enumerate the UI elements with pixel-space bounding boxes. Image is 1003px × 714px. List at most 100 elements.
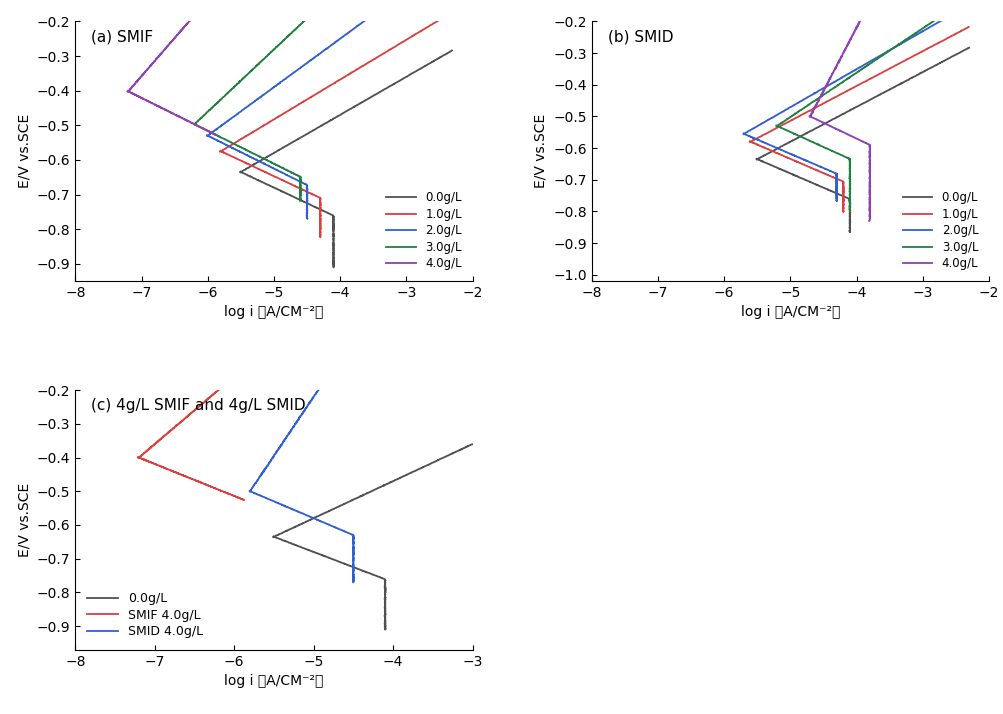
SMIF 4.0g/L xyxy=(192,403,204,412)
1.0g/L xyxy=(827,94,840,102)
Text: (a) SMIF: (a) SMIF xyxy=(91,29,153,44)
X-axis label: log i （A/CM⁻²）: log i （A/CM⁻²） xyxy=(740,306,840,319)
Legend: 0.0g/L, 1.0g/L, 2.0g/L, 3.0g/L, 4.0g/L: 0.0g/L, 1.0g/L, 2.0g/L, 3.0g/L, 4.0g/L xyxy=(381,186,466,275)
SMID 4.0g/L xyxy=(309,391,321,399)
0.0g/L xyxy=(413,465,425,473)
4.0g/L xyxy=(196,2,208,11)
0.0g/L xyxy=(770,144,782,153)
2.0g/L xyxy=(201,131,213,140)
0.0g/L xyxy=(801,128,813,136)
1.0g/L xyxy=(351,65,363,74)
2.0g/L xyxy=(381,0,393,9)
3.0g/L xyxy=(881,48,893,56)
4.0g/L xyxy=(838,46,850,55)
3.0g/L xyxy=(769,122,781,131)
Line: 2.0g/L: 2.0g/L xyxy=(743,9,962,134)
0.0g/L xyxy=(242,164,254,173)
3.0g/L xyxy=(949,2,961,11)
3.0g/L xyxy=(189,120,201,129)
0.0g/L xyxy=(388,476,400,485)
SMIF 4.0g/L xyxy=(232,369,244,378)
3.0g/L xyxy=(818,89,830,98)
2.0g/L xyxy=(762,115,774,124)
0.0g/L xyxy=(269,532,281,540)
SMIF 4.0g/L xyxy=(214,384,226,393)
1.0g/L xyxy=(847,84,859,92)
SMID 4.0g/L xyxy=(244,488,256,496)
0.0g/L xyxy=(267,533,279,541)
4.0g/L xyxy=(158,46,171,54)
X-axis label: log i （A/CM⁻²）: log i （A/CM⁻²） xyxy=(224,674,323,688)
X-axis label: log i （A/CM⁻²）: log i （A/CM⁻²） xyxy=(224,306,323,319)
SMIF 4.0g/L xyxy=(180,413,192,422)
Line: SMIF 4.0g/L: SMIF 4.0g/L xyxy=(138,373,238,458)
1.0g/L xyxy=(214,147,226,156)
2.0g/L xyxy=(287,69,299,78)
0.0g/L xyxy=(893,80,905,89)
3.0g/L xyxy=(316,0,328,9)
0.0g/L xyxy=(935,58,947,66)
Line: 0.0g/L: 0.0g/L xyxy=(756,48,968,159)
4.0g/L xyxy=(860,4,872,13)
3.0g/L xyxy=(257,55,269,64)
Y-axis label: E/V vs.SCE: E/V vs.SCE xyxy=(17,483,31,557)
4.0g/L xyxy=(831,59,844,68)
2.0g/L xyxy=(904,34,916,43)
3.0g/L xyxy=(799,102,811,111)
4.0g/L xyxy=(862,1,874,10)
1.0g/L xyxy=(823,96,835,104)
0.0g/L xyxy=(445,46,457,55)
2.0g/L xyxy=(298,61,310,69)
1.0g/L xyxy=(406,31,418,40)
4.0g/L xyxy=(162,40,175,49)
4.0g/L xyxy=(803,112,815,121)
0.0g/L xyxy=(266,150,278,159)
4.0g/L xyxy=(830,60,843,69)
1.0g/L xyxy=(743,138,755,146)
0.0g/L xyxy=(305,127,317,136)
4.0g/L xyxy=(834,52,847,61)
3.0g/L xyxy=(313,3,325,11)
SMIF 4.0g/L xyxy=(180,413,192,421)
2.0g/L xyxy=(939,14,951,23)
Line: 2.0g/L: 2.0g/L xyxy=(207,4,387,136)
2.0g/L xyxy=(288,69,300,77)
Line: 1.0g/L: 1.0g/L xyxy=(220,20,438,151)
Line: 3.0g/L: 3.0g/L xyxy=(194,4,322,124)
1.0g/L xyxy=(386,44,398,52)
3.0g/L xyxy=(905,31,917,40)
0.0g/L xyxy=(962,44,974,52)
3.0g/L xyxy=(924,19,936,27)
1.0g/L xyxy=(412,28,424,36)
SMID 4.0g/L xyxy=(287,423,299,432)
4.0g/L xyxy=(185,16,197,24)
Line: 4.0g/L: 4.0g/L xyxy=(127,4,204,91)
4.0g/L xyxy=(198,0,210,9)
1.0g/L xyxy=(432,16,444,24)
0.0g/L xyxy=(366,92,378,101)
SMID 4.0g/L xyxy=(291,417,303,426)
0.0g/L xyxy=(237,166,249,175)
SMID 4.0g/L xyxy=(323,369,335,378)
0.0g/L xyxy=(889,82,901,91)
1.0g/L xyxy=(962,23,974,31)
SMID 4.0g/L xyxy=(282,431,294,439)
Line: SMID 4.0g/L: SMID 4.0g/L xyxy=(250,373,329,492)
1.0g/L xyxy=(376,50,388,59)
3.0g/L xyxy=(947,4,959,12)
4.0g/L xyxy=(158,45,171,54)
3.0g/L xyxy=(249,63,261,71)
4.0g/L xyxy=(851,21,863,30)
Y-axis label: E/V vs.SCE: E/V vs.SCE xyxy=(534,114,547,188)
Legend: 0.0g/L, 1.0g/L, 2.0g/L, 3.0g/L, 4.0g/L: 0.0g/L, 1.0g/L, 2.0g/L, 3.0g/L, 4.0g/L xyxy=(897,186,982,275)
SMID 4.0g/L xyxy=(281,431,293,440)
0.0g/L xyxy=(876,89,888,98)
4.0g/L xyxy=(121,87,133,96)
Line: 0.0g/L: 0.0g/L xyxy=(240,51,451,172)
2.0g/L xyxy=(809,88,821,96)
2.0g/L xyxy=(737,130,749,139)
Text: (b) SMID: (b) SMID xyxy=(607,29,672,44)
Line: 3.0g/L: 3.0g/L xyxy=(775,6,955,126)
3.0g/L xyxy=(293,21,305,30)
SMIF 4.0g/L xyxy=(132,453,144,462)
